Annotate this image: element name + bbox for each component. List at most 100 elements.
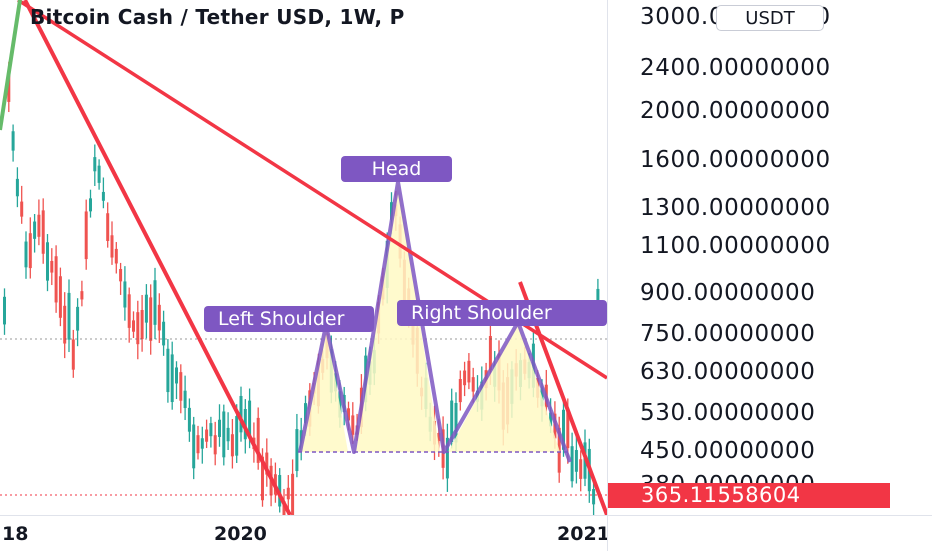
time-axis[interactable]: 18 2020 2021 [0,515,610,551]
candle-body [574,450,578,472]
candle-body [347,408,350,421]
candle-body [15,178,19,197]
candle-body [54,256,58,303]
current-price-badge: 365.11558604 [608,483,890,508]
candle-body [226,427,230,442]
candle-body [93,157,97,172]
candle-body [71,339,75,370]
right-shoulder-label[interactable]: Right Shoulder [397,300,607,326]
candle-body [170,354,174,403]
candle-body [562,409,565,450]
candle-body [28,233,32,269]
price-level-label: 900.00000000 [640,280,816,306]
candle-body [3,296,6,325]
candle-body [58,276,62,318]
candle-body [596,288,600,301]
candle-body [218,419,221,437]
chart-pane[interactable]: Bitcoin Cash / Tether USD, 1W, P Head Le… [0,0,607,515]
candle-body [50,260,54,273]
candle-body [458,379,462,403]
candle-body [549,412,553,427]
candle-body [119,268,123,282]
candle-body [157,304,161,331]
candle-body [248,400,252,439]
head-label[interactable]: Head [341,156,452,182]
candle-body [261,456,264,501]
candle-body [89,198,92,212]
price-level-label: 750.00000000 [640,321,816,347]
candle-body [24,241,28,268]
candle-body [471,377,475,392]
candle-body [179,372,183,401]
candle-body [467,360,471,383]
right-shoulder-fill [448,322,560,452]
candle-body [454,402,458,443]
candle-body [463,370,467,386]
candle-body [566,410,570,449]
candle-body [63,305,67,344]
candle-body [153,280,157,325]
price-level-label: 630.00000000 [640,359,816,385]
candle-body [80,291,84,300]
candle-body [7,73,11,102]
candle-body [127,294,131,328]
price-axis[interactable]: 3000.000000002400.000000002000.000000001… [607,0,932,515]
candle-body [196,435,200,454]
trendline-1 [23,0,292,515]
time-label-2021: 2021 [557,523,610,545]
drawings-group [0,0,607,515]
price-level-label: 2000.00000000 [640,98,831,124]
price-level-label: 1600.00000000 [640,147,831,173]
candle-body [140,309,144,340]
left-shoulder-label[interactable]: Left Shoulder [204,306,374,332]
candle-body [295,429,299,472]
candle-body [592,489,596,505]
candle-body [41,210,45,254]
candle-body [291,473,295,515]
price-level-label: 1100.00000000 [640,233,831,259]
green-trendline [0,0,22,131]
candle-body [84,211,88,260]
candle-body [488,336,492,371]
candle-body [76,306,80,331]
candle-body [209,423,213,437]
candle-body [239,395,243,433]
price-level-label: 2400.00000000 [640,55,831,81]
candle-body [106,213,110,241]
currency-button[interactable]: USDT [716,5,824,31]
candle-body [101,191,105,201]
candle-body [183,390,187,409]
candle-body [97,165,101,183]
axis-corner [607,515,932,551]
candle-body [338,391,342,418]
chart-title: Bitcoin Cash / Tether USD, 1W, P [30,5,405,29]
candle-body [114,248,118,264]
candle-body [304,403,307,424]
candle-body [200,438,204,449]
candle-body [282,501,286,515]
price-level-label: 450.00000000 [640,438,816,464]
candle-body [445,437,449,479]
candle-body [132,320,135,332]
candle-body [136,312,140,345]
candle-body [67,292,71,340]
time-label-2020: 2020 [214,523,267,545]
price-chart[interactable] [0,0,607,515]
price-level-label: 530.00000000 [640,400,816,426]
left-shoulder-fill [300,325,348,452]
candle-body [175,367,178,384]
candle-body [11,131,15,151]
candle-body [37,214,41,237]
price-level-label: 1300.00000000 [640,195,831,221]
candle-body [33,221,37,239]
candle-body [235,416,239,456]
time-label-18: 18 [2,523,29,545]
candle-body [166,348,170,393]
candle-body [205,429,209,442]
candle-body [437,432,441,442]
candle-body [450,400,454,442]
candle-body [256,417,260,463]
candle-body [213,435,217,455]
candle-body [162,321,166,346]
candle-body [187,407,191,432]
